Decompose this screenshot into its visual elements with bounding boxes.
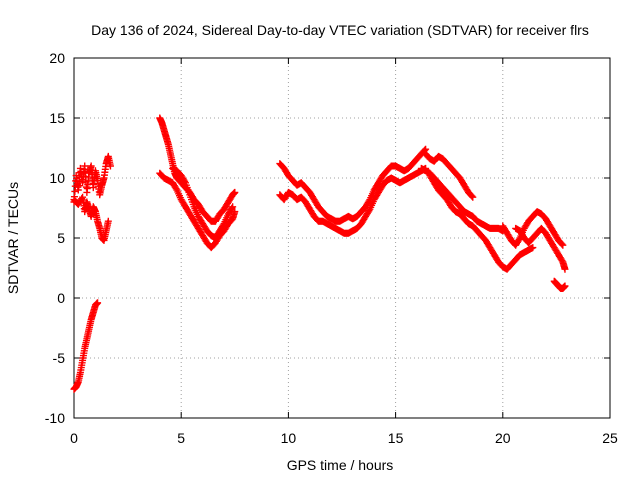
series-arc-morning-b	[156, 169, 239, 252]
data-point	[561, 265, 569, 273]
data-point	[529, 244, 537, 252]
y-tick-label: 15	[49, 110, 65, 126]
series-arc-afternoon-a	[422, 150, 477, 201]
series-arc-early-negative	[70, 299, 102, 393]
x-tick-label: 10	[281, 430, 297, 446]
data-point	[561, 282, 569, 290]
data-point	[229, 203, 237, 211]
series-arc-evening-a	[499, 208, 567, 249]
y-tick-label: 10	[49, 170, 65, 186]
series-arc-early-upper	[70, 152, 114, 206]
series-arc-midday-a	[276, 145, 430, 225]
series-arc-morning-c	[169, 164, 237, 242]
series-arc-afternoon-b	[417, 164, 507, 235]
data-point	[181, 177, 189, 185]
grid	[74, 58, 610, 418]
y-tick-label: 5	[57, 230, 65, 246]
data-point	[106, 162, 114, 170]
chart-title: Day 136 of 2024, Sidereal Day-to-day VTE…	[91, 22, 589, 38]
y-axis-label: SDTVAR / TECUs	[5, 182, 21, 294]
data-point	[94, 299, 102, 307]
x-tick-label: 20	[495, 430, 511, 446]
y-tick-label: -5	[53, 350, 66, 366]
y-axis-ticks: -10 -5 0 5 10 15 20	[45, 50, 610, 426]
data-point	[469, 193, 477, 201]
data-point	[558, 240, 566, 248]
x-tick-label: 15	[388, 430, 404, 446]
data-point	[559, 241, 567, 249]
x-tick-label: 0	[70, 430, 78, 446]
x-axis-label: GPS time / hours	[287, 457, 394, 473]
data-point	[468, 192, 476, 200]
y-tick-label: 20	[49, 50, 65, 66]
data-point	[421, 146, 429, 154]
series-arc-evening-b	[512, 224, 569, 273]
series-arc-afternoon-c	[426, 172, 537, 273]
data-point	[104, 217, 112, 225]
data-series	[70, 114, 569, 393]
x-tick-label: 25	[602, 430, 618, 446]
x-tick-label: 5	[177, 430, 185, 446]
series-arc-early-lower	[70, 193, 112, 244]
series-arc-evening-c	[550, 277, 569, 292]
series-arc-midday-b	[276, 164, 430, 237]
x-axis-ticks: 0 5 10 15 20 25	[70, 58, 618, 446]
y-tick-label: 0	[57, 290, 65, 306]
data-point	[228, 204, 236, 212]
data-point	[231, 188, 239, 196]
y-tick-label: -10	[45, 410, 65, 426]
data-point	[78, 195, 86, 203]
